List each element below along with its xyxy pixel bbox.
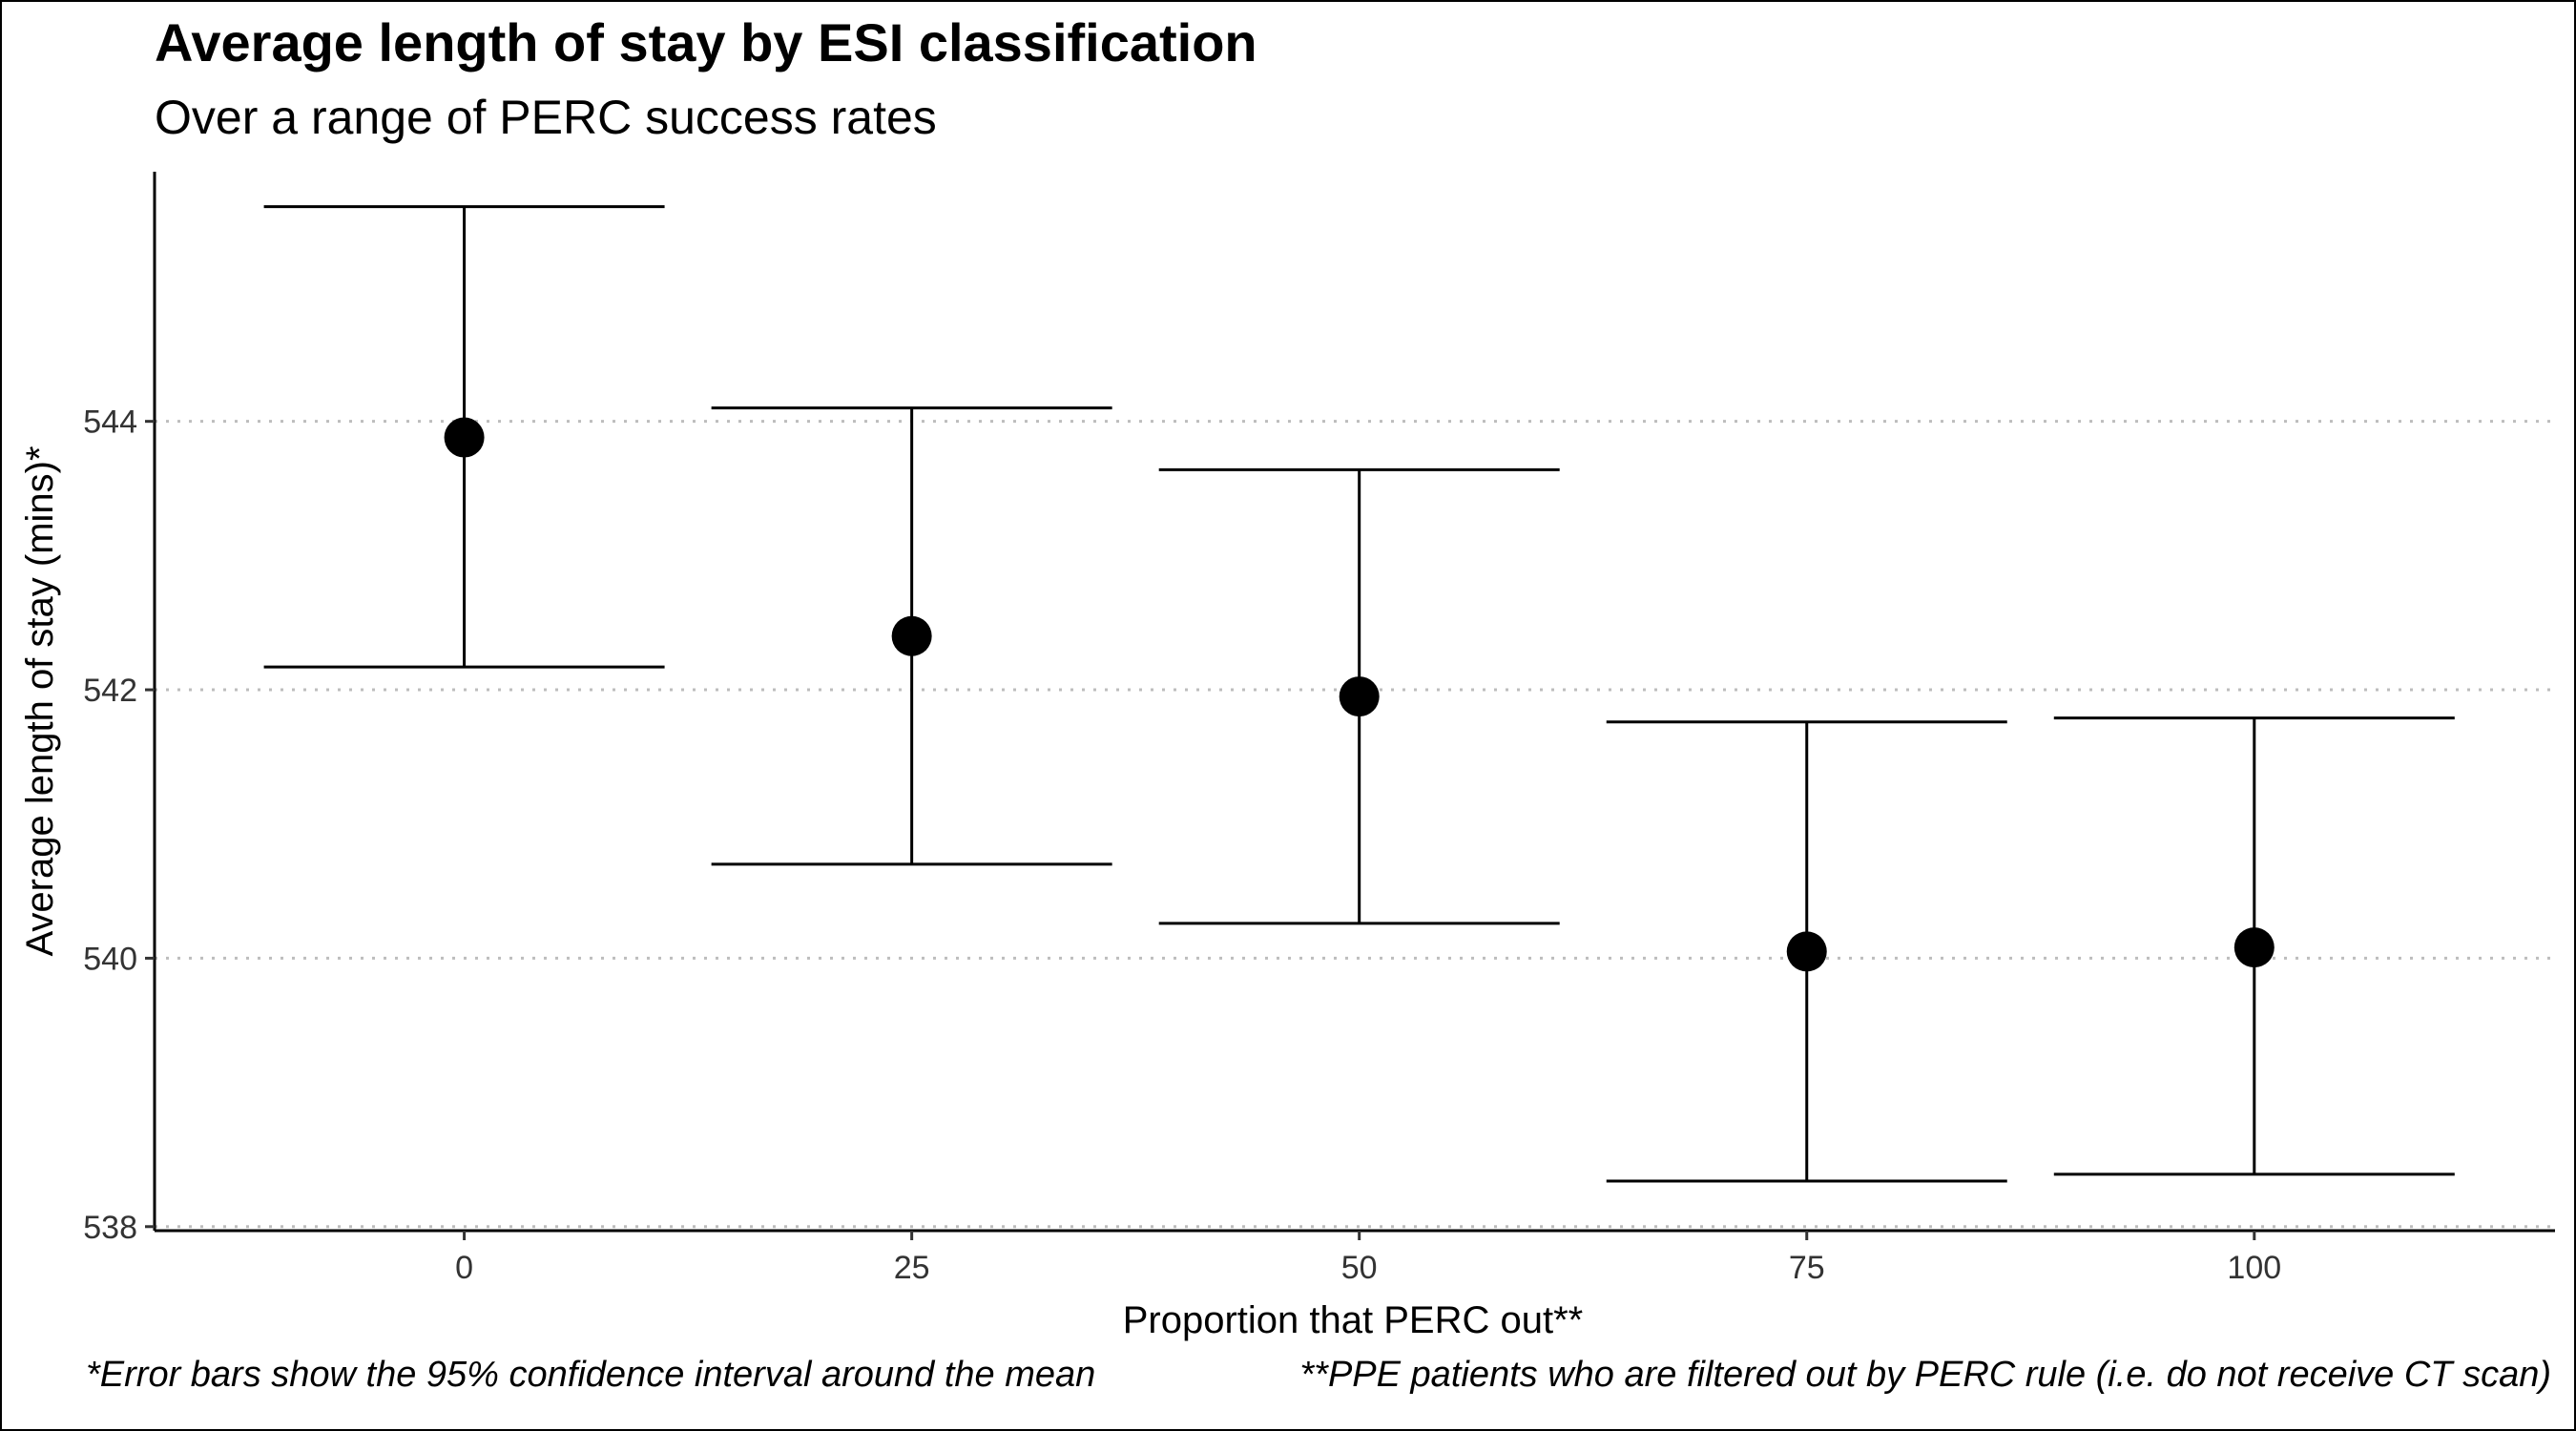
mean-point — [444, 417, 485, 458]
mean-point — [1339, 676, 1380, 717]
y-axis-title: Average length of stay (mins)* — [19, 446, 61, 956]
x-tick-label: 100 — [2227, 1250, 2281, 1286]
x-axis-title: Proportion that PERC out** — [1123, 1299, 1583, 1341]
mean-point — [1786, 931, 1827, 972]
y-tick-label: 540 — [83, 941, 137, 977]
y-tick-label: 538 — [83, 1210, 137, 1246]
x-tick-label: 0 — [455, 1250, 473, 1286]
data-marks — [263, 205, 2455, 1183]
footnote-perc-definition: **PPE patients who are filtered out by P… — [1299, 1355, 2551, 1395]
x-tick-label: 25 — [894, 1250, 930, 1286]
y-tick-label: 544 — [83, 404, 137, 441]
chart-title: Average length of stay by ESI classifica… — [155, 12, 1257, 73]
mean-point — [891, 615, 932, 656]
ticks: 538 540 542 544 0 25 50 75 100 — [83, 404, 2281, 1286]
chart-subtitle: Over a range of PERC success rates — [155, 91, 937, 144]
axes — [153, 172, 2555, 1233]
footnote-confidence-interval: *Error bars show the 95% confidence inte… — [86, 1355, 1096, 1395]
x-tick-label: 50 — [1341, 1250, 1378, 1286]
y-tick-label: 542 — [83, 673, 137, 709]
gridlines — [155, 420, 2555, 1229]
mean-point — [2233, 927, 2275, 968]
x-tick-label: 75 — [1789, 1250, 1825, 1286]
